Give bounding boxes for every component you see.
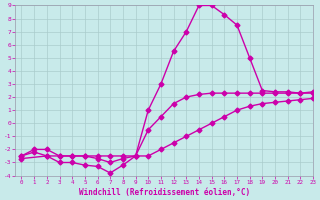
- X-axis label: Windchill (Refroidissement éolien,°C): Windchill (Refroidissement éolien,°C): [78, 188, 250, 197]
